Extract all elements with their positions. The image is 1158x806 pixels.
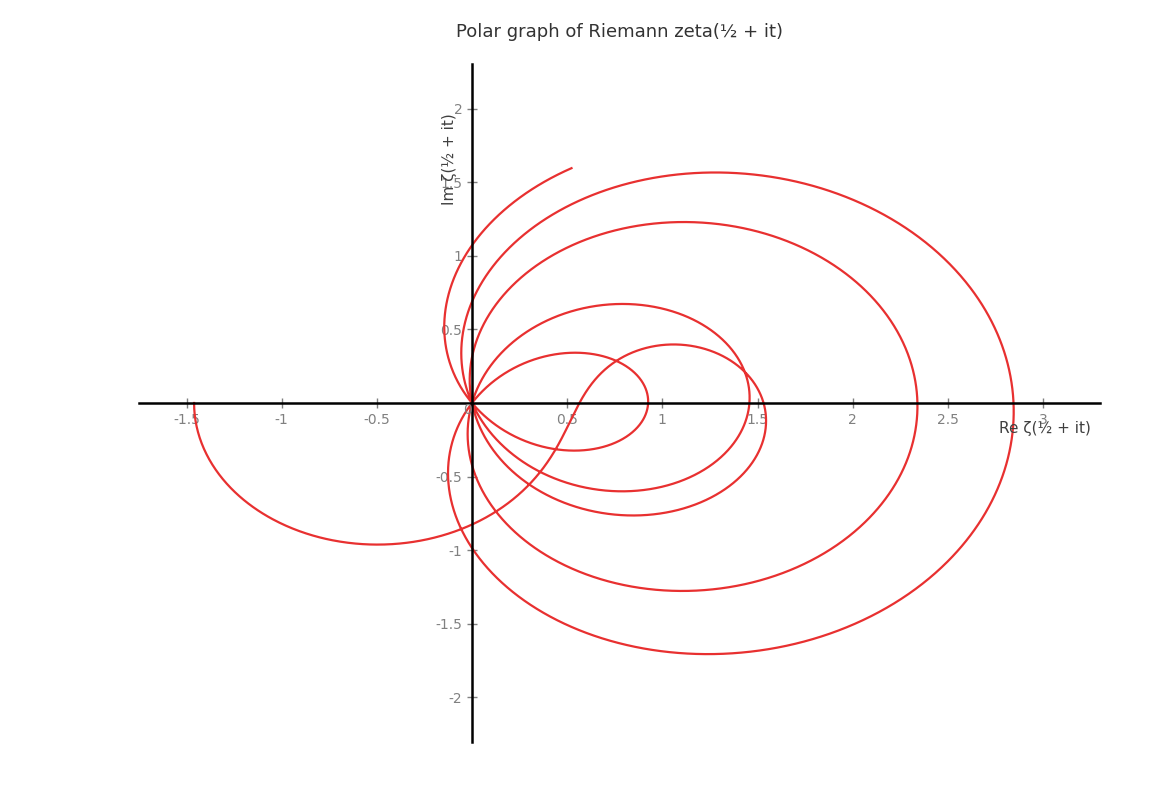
Text: 0: 0 xyxy=(463,403,472,417)
Text: Re ζ(½ + it): Re ζ(½ + it) xyxy=(998,421,1091,436)
Title: Polar graph of Riemann zeta(½ + it): Polar graph of Riemann zeta(½ + it) xyxy=(456,23,783,40)
Text: Im ζ(½ + it): Im ζ(½ + it) xyxy=(441,114,456,206)
